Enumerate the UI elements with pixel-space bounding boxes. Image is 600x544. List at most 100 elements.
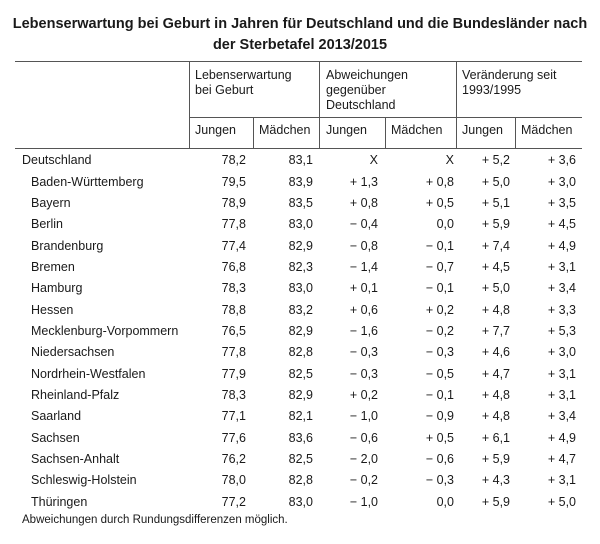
- table-row: Schleswig-Holstein 78,0 82,8 − 0,2 − 0,3…: [0, 470, 600, 491]
- subheader-divider-1: [253, 118, 254, 148]
- sub-maedchen-2: Mädchen: [391, 123, 443, 137]
- maedchen-value: 83,2: [288, 303, 313, 317]
- header-top-rule: [15, 61, 582, 62]
- sub-maedchen-1: Mädchen: [259, 123, 311, 137]
- maedchen-value: 82,5: [288, 367, 313, 381]
- row-name: Bayern: [31, 196, 71, 210]
- table-row: Sachsen 77,6 83,6 − 0,6 + 0,5 + 6,1 + 4,…: [0, 428, 600, 449]
- abw-jungen-value: − 0,4: [349, 217, 378, 231]
- ver-maedchen-value: + 3,1: [547, 473, 576, 487]
- header-lebenserwartung: Lebenserwartung bei Geburt: [195, 68, 292, 97]
- abw-maedchen-value: − 0,5: [425, 367, 454, 381]
- row-name: Brandenburg: [31, 239, 104, 253]
- row-name: Sachsen: [31, 431, 80, 445]
- table-row: Rheinland-Pfalz 78,3 82,9 + 0,2 − 0,1 + …: [0, 385, 600, 406]
- sub-jungen-2: Jungen: [326, 123, 368, 137]
- maedchen-value: 83,0: [288, 281, 313, 295]
- jungen-value: 77,6: [221, 431, 246, 445]
- jungen-value: 77,1: [221, 409, 246, 423]
- table-row: Saarland 77,1 82,1 − 1,0 − 0,9 + 4,8 + 3…: [0, 406, 600, 427]
- maedchen-value: 82,9: [288, 324, 313, 338]
- maedchen-value: 82,5: [288, 452, 313, 466]
- table-row: Thüringen 77,2 83,0 − 1,0 0,0 + 5,9 + 5,…: [0, 492, 600, 513]
- abw-jungen-value: X: [369, 153, 378, 167]
- maedchen-value: 82,8: [288, 345, 313, 359]
- ver-jungen-value: + 5,2: [481, 153, 510, 167]
- sub-jungen-3: Jungen: [462, 123, 504, 137]
- maedchen-value: 83,0: [288, 217, 313, 231]
- abw-jungen-value: + 0,2: [349, 388, 378, 402]
- jungen-value: 77,8: [221, 345, 246, 359]
- abw-jungen-value: + 0,6: [349, 303, 378, 317]
- abw-maedchen-value: + 0,2: [425, 303, 454, 317]
- header-abweichungen: Abweichungen gegenüber Deutschland: [326, 68, 409, 112]
- column-divider-1: [189, 62, 190, 148]
- maedchen-value: 82,9: [288, 388, 313, 402]
- abw-maedchen-value: − 0,1: [425, 281, 454, 295]
- jungen-value: 78,2: [221, 153, 246, 167]
- maedchen-value: 82,8: [288, 473, 313, 487]
- row-name: Thüringen: [31, 495, 88, 509]
- jungen-value: 79,5: [221, 175, 246, 189]
- ver-jungen-value: + 5,9: [481, 452, 510, 466]
- ver-maedchen-value: + 3,6: [547, 153, 576, 167]
- row-name: Niedersachsen: [31, 345, 115, 359]
- abw-jungen-value: − 1,4: [349, 260, 378, 274]
- abw-jungen-value: − 2,0: [349, 452, 378, 466]
- title-line-1: Lebenserwartung bei Geburt in Jahren für…: [12, 16, 588, 32]
- ver-maedchen-value: + 3,4: [547, 409, 576, 423]
- jungen-value: 76,8: [221, 260, 246, 274]
- maedchen-value: 83,5: [288, 196, 313, 210]
- maedchen-value: 82,1: [288, 409, 313, 423]
- subheader-top-rule: [189, 117, 582, 118]
- jungen-value: 77,8: [221, 217, 246, 231]
- abw-maedchen-value: − 0,2: [425, 324, 454, 338]
- abw-jungen-value: − 0,3: [349, 345, 378, 359]
- ver-maedchen-value: + 3,0: [547, 345, 576, 359]
- abw-jungen-value: + 0,1: [349, 281, 378, 295]
- table-row: Baden-Württemberg 79,5 83,9 + 1,3 + 0,8 …: [0, 172, 600, 193]
- abw-maedchen-value: 0,0: [436, 495, 454, 509]
- ver-maedchen-value: + 3,1: [547, 260, 576, 274]
- subheader-divider-2: [385, 118, 386, 148]
- row-name: Bremen: [31, 260, 75, 274]
- abw-maedchen-value: + 0,5: [425, 431, 454, 445]
- header-bottom-rule: [15, 148, 582, 149]
- ver-maedchen-value: + 4,5: [547, 217, 576, 231]
- abw-jungen-value: − 1,0: [349, 495, 378, 509]
- table-row: Sachsen-Anhalt 76,2 82,5 − 2,0 − 0,6 + 5…: [0, 449, 600, 470]
- ver-jungen-value: + 4,8: [481, 303, 510, 317]
- row-name: Sachsen-Anhalt: [31, 452, 120, 466]
- abw-maedchen-value: − 0,1: [425, 239, 454, 253]
- ver-jungen-value: + 5,0: [481, 281, 510, 295]
- maedchen-value: 83,6: [288, 431, 313, 445]
- ver-jungen-value: + 6,1: [481, 431, 510, 445]
- jungen-value: 77,9: [221, 367, 246, 381]
- ver-jungen-value: + 5,0: [481, 175, 510, 189]
- table-row: Mecklenburg-Vorpommern 76,5 82,9 − 1,6 −…: [0, 321, 600, 342]
- jungen-value: 78,0: [221, 473, 246, 487]
- table-row: Bremen 76,8 82,3 − 1,4 − 0,7 + 4,5 + 3,1: [0, 257, 600, 278]
- row-name: Schleswig-Holstein: [31, 473, 137, 487]
- ver-jungen-value: + 5,1: [481, 196, 510, 210]
- abw-jungen-value: − 1,6: [349, 324, 378, 338]
- ver-maedchen-value: + 3,5: [547, 196, 576, 210]
- column-divider-3: [456, 62, 457, 148]
- table-row: Deutschland 78,2 83,1 X X + 5,2 + 3,6: [0, 150, 600, 171]
- row-name: Hamburg: [31, 281, 83, 295]
- jungen-value: 77,2: [221, 495, 246, 509]
- abw-maedchen-value: − 0,3: [425, 473, 454, 487]
- jungen-value: 76,2: [221, 452, 246, 466]
- jungen-value: 78,3: [221, 388, 246, 402]
- jungen-value: 78,9: [221, 196, 246, 210]
- ver-maedchen-value: + 3,0: [547, 175, 576, 189]
- table-row: Berlin 77,8 83,0 − 0,4 0,0 + 5,9 + 4,5: [0, 214, 600, 235]
- abw-maedchen-value: X: [445, 153, 454, 167]
- abw-maedchen-value: − 0,9: [425, 409, 454, 423]
- ver-maedchen-value: + 4,9: [547, 239, 576, 253]
- table-row: Niedersachsen 77,8 82,8 − 0,3 − 0,3 + 4,…: [0, 342, 600, 363]
- abw-jungen-value: − 0,2: [349, 473, 378, 487]
- ver-maedchen-value: + 4,7: [547, 452, 576, 466]
- table-row: Hessen 78,8 83,2 + 0,6 + 0,2 + 4,8 + 3,3: [0, 300, 600, 321]
- ver-jungen-value: + 4,5: [481, 260, 510, 274]
